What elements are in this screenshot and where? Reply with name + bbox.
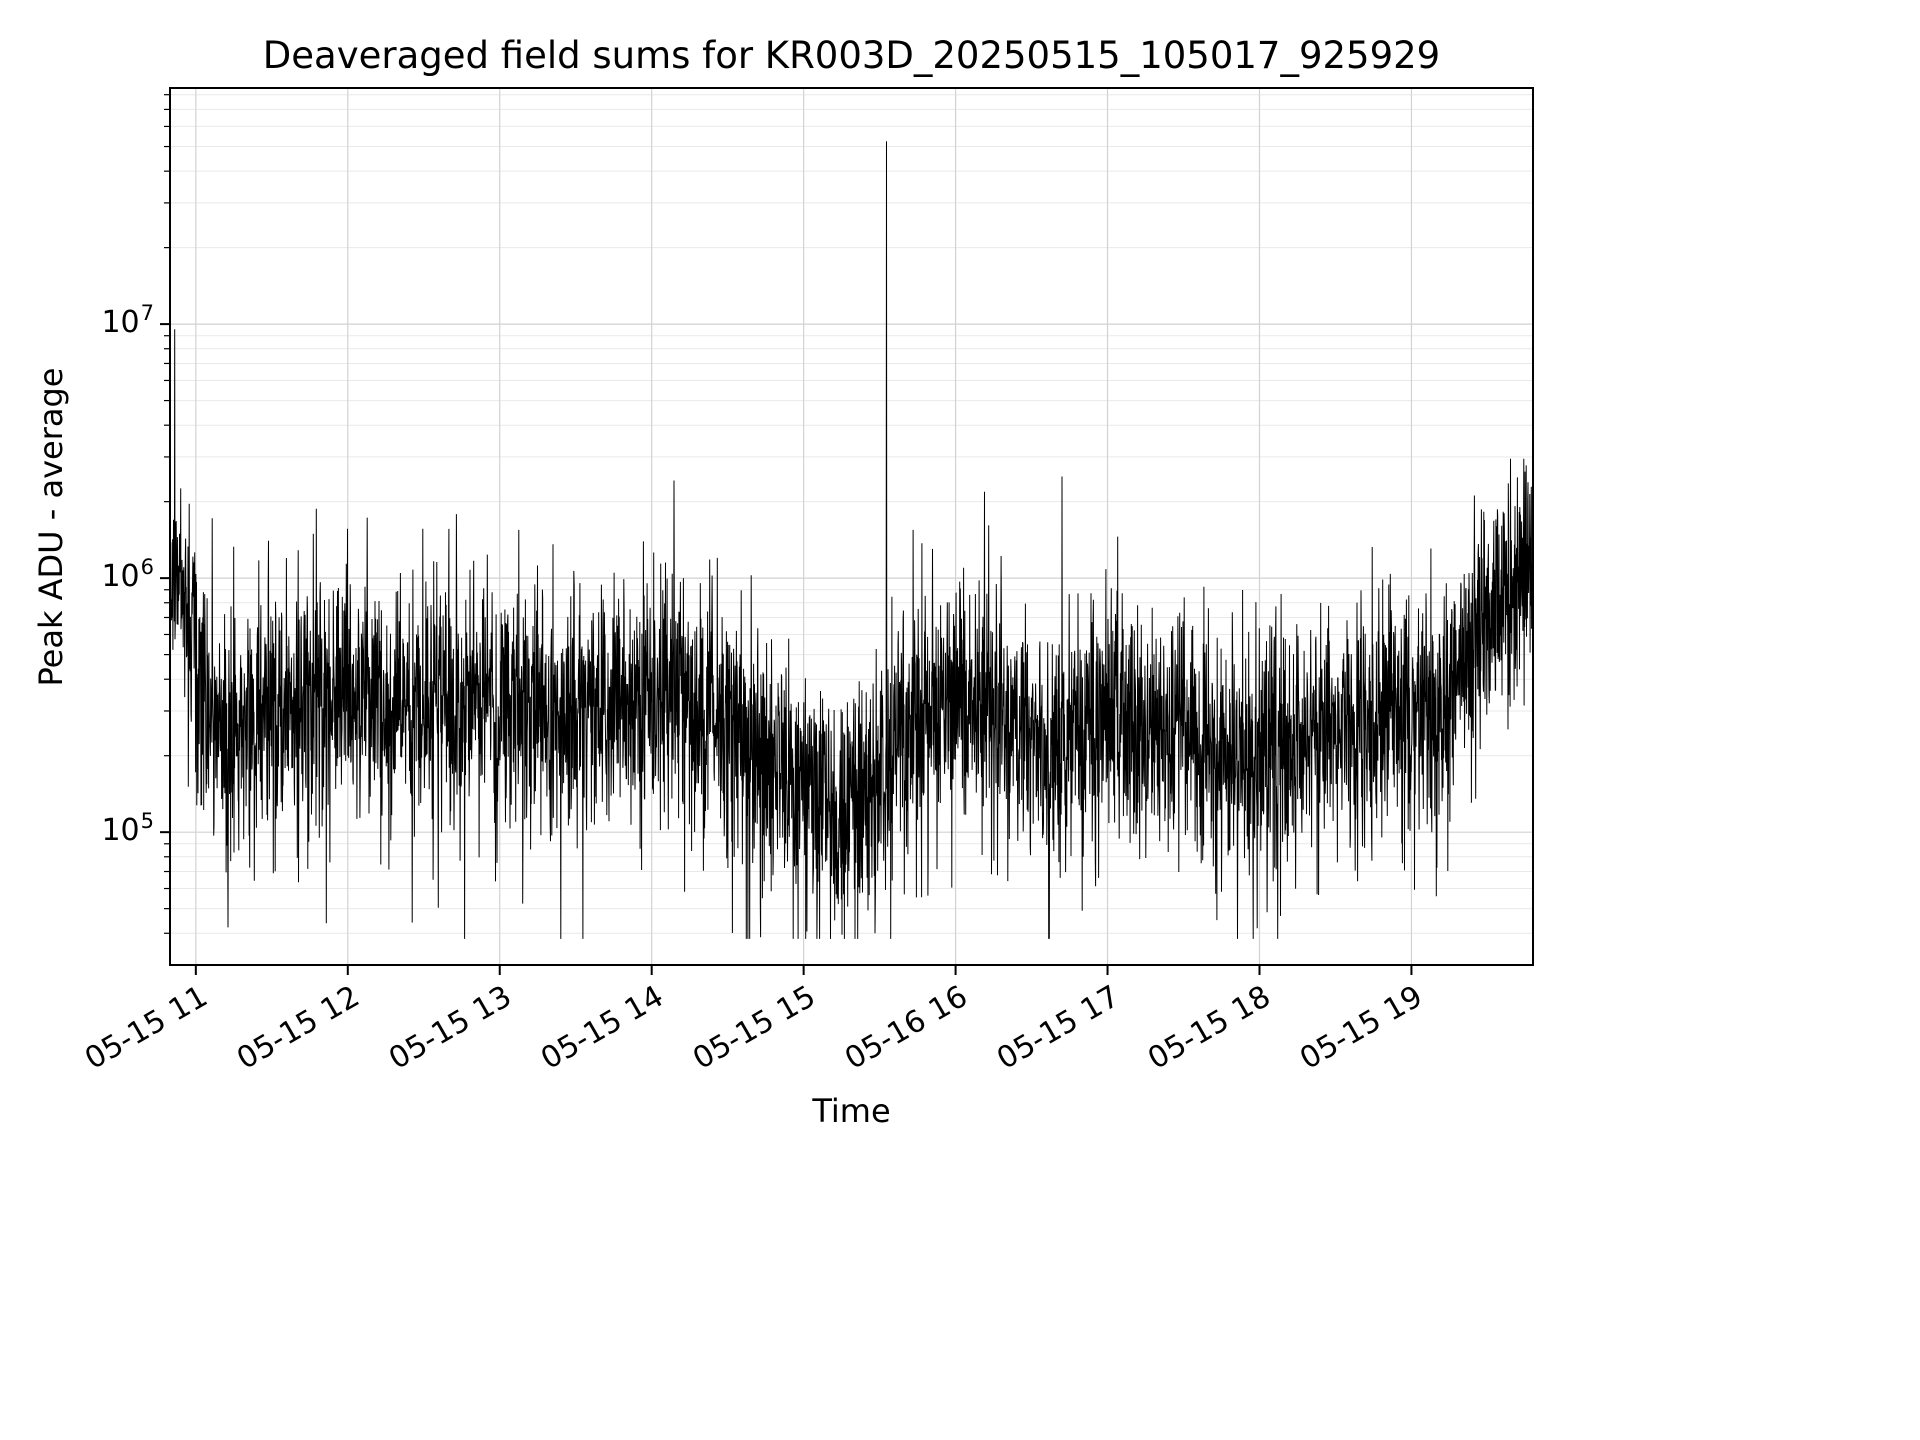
chart-title: Deaveraged field sums for KR003D_2025051…: [262, 34, 1441, 77]
x-axis-label: Time: [812, 1092, 891, 1130]
y-tick-label-1: 106: [101, 555, 154, 595]
series-line: [170, 141, 1533, 939]
y-tick-label-0: 105: [101, 809, 154, 849]
plot-border: [169, 87, 1534, 966]
y-tick-label-2: 107: [101, 301, 154, 341]
